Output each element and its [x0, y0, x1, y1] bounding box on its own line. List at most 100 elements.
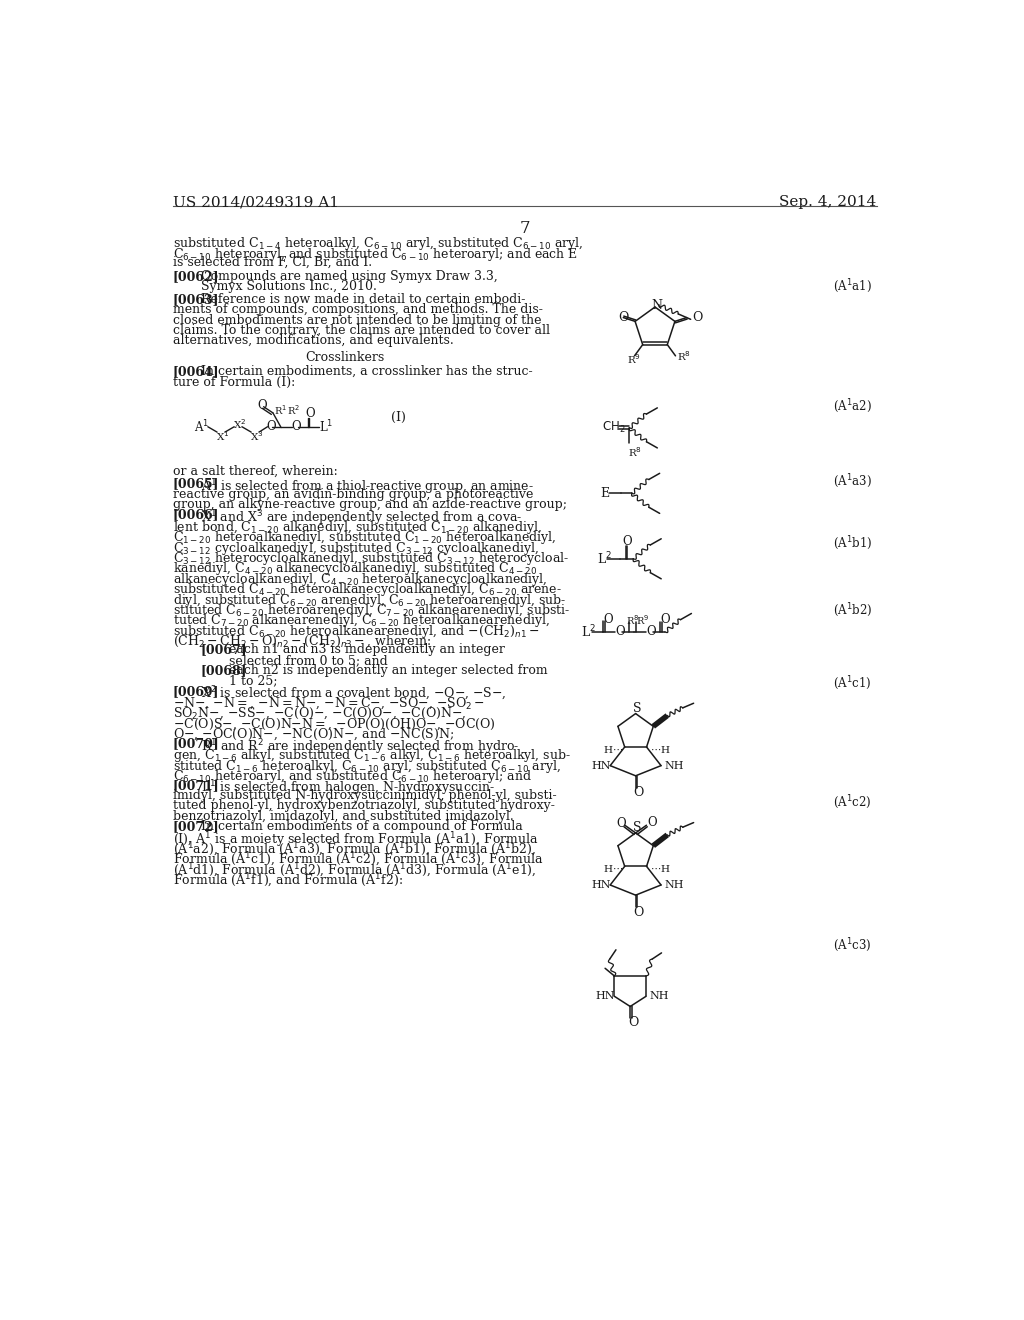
Text: [0071]: [0071] — [173, 779, 220, 792]
Text: substituted C$_{1-4}$ heteroalkyl, C$_{6-10}$ aryl, substituted C$_{6-10}$ aryl,: substituted C$_{1-4}$ heteroalkyl, C$_{6… — [173, 235, 584, 252]
Text: gen, C$_{1-6}$ alkyl, substituted C$_{1-6}$ alkyl, C$_{1-6}$ heteroalkyl, sub-: gen, C$_{1-6}$ alkyl, substituted C$_{1-… — [173, 747, 571, 764]
Text: (A$^1$c3): (A$^1$c3) — [834, 936, 871, 954]
Text: R$^8$: R$^8$ — [628, 446, 642, 459]
Text: $\cdots$H: $\cdots$H — [650, 863, 672, 874]
Text: C$_{6-10}$ heteroaryl, and substituted C$_{6-10}$ heteroaryl; and each E: C$_{6-10}$ heteroaryl, and substituted C… — [173, 246, 578, 263]
Text: is selected from F, Cl, Br, and I.: is selected from F, Cl, Br, and I. — [173, 256, 372, 269]
Text: L$^1$ is selected from halogen, N-hydroxysuccin-: L$^1$ is selected from halogen, N-hydrox… — [201, 779, 495, 799]
Text: kanediyl, C$_{4-20}$ alkanecycloalkanediyl, substituted C$_{4-20}$: kanediyl, C$_{4-20}$ alkanecycloalkanedi… — [173, 561, 538, 577]
Text: Crosslinkers: Crosslinkers — [305, 351, 385, 364]
Text: O: O — [615, 626, 625, 639]
Text: O: O — [257, 399, 267, 412]
Text: [0063]: [0063] — [173, 293, 219, 306]
Text: O: O — [646, 626, 656, 639]
Text: benzotriazolyl, imidazolyl, and substituted imidazolyl.: benzotriazolyl, imidazolyl, and substitu… — [173, 810, 514, 822]
Text: O: O — [692, 312, 702, 325]
Text: HN: HN — [592, 880, 611, 890]
Text: claims. To the contrary, the claims are intended to cover all: claims. To the contrary, the claims are … — [173, 323, 550, 337]
Text: O: O — [660, 612, 670, 626]
Text: In certain embodiments, a crosslinker has the struc-: In certain embodiments, a crosslinker ha… — [201, 366, 532, 378]
Text: US 2014/0249319 A1: US 2014/0249319 A1 — [173, 195, 339, 210]
Text: [0069]: [0069] — [173, 685, 219, 698]
Text: R$^1$: R$^1$ — [274, 403, 288, 417]
Text: or a salt thereof, wherein:: or a salt thereof, wherein: — [173, 465, 338, 478]
Text: alkanecycloalkanediyl, C$_{4-20}$ heteroalkanecycloalkanediyl,: alkanecycloalkanediyl, C$_{4-20}$ hetero… — [173, 570, 548, 587]
Text: R$^8$: R$^8$ — [627, 612, 640, 627]
Text: O: O — [633, 906, 644, 919]
Text: L$^1$: L$^1$ — [319, 418, 334, 436]
Text: [0070]: [0070] — [173, 737, 220, 750]
Text: each n1 and n3 is independently an integer: each n1 and n3 is independently an integ… — [228, 644, 505, 656]
Text: Formula (A$^1$f1), and Formula (A$^1$f2):: Formula (A$^1$f1), and Formula (A$^1$f2)… — [173, 873, 403, 890]
Text: Formula (A$^1$c1), Formula (A$^1$c2), Formula (A$^1$c3), Formula: Formula (A$^1$c1), Formula (A$^1$c2), Fo… — [173, 851, 544, 870]
Text: HN: HN — [592, 760, 611, 771]
Text: L$^2$: L$^2$ — [597, 550, 612, 568]
Text: X$^2$: X$^2$ — [232, 417, 246, 430]
Text: O: O — [616, 817, 626, 830]
Text: O: O — [603, 612, 612, 626]
Text: $-$N$-$, $-$N$=$, $-$N$=$N$-$, $-$N$=$C$-$, $-$SO$-$, $-$SO$_2-$: $-$N$-$, $-$N$=$, $-$N$=$N$-$, $-$N$=$C$… — [173, 696, 485, 711]
Text: H$\cdots$: H$\cdots$ — [603, 743, 624, 755]
Text: (A$^1$c1): (A$^1$c1) — [834, 675, 871, 692]
Text: O: O — [305, 407, 315, 420]
Text: (CH$_2-$CH$_2-$O)$_{n2}-$(CH$_2$)$_{n3}-$, wherein:: (CH$_2-$CH$_2-$O)$_{n2}-$(CH$_2$)$_{n3}-… — [173, 634, 431, 648]
Text: Compounds are named using Symyx Draw 3.3,: Compounds are named using Symyx Draw 3.3… — [201, 269, 498, 282]
Text: ture of Formula (I):: ture of Formula (I): — [173, 376, 295, 388]
Text: [0064]: [0064] — [173, 366, 219, 378]
Text: diyl, substituted C$_{6-20}$ arenediyl, C$_{6-20}$ heteroarenediyl, sub-: diyl, substituted C$_{6-20}$ arenediyl, … — [173, 591, 566, 609]
Text: 7: 7 — [519, 220, 530, 238]
Text: Reference is now made in detail to certain embodi-: Reference is now made in detail to certa… — [201, 293, 525, 306]
Text: stituted C$_{6-20}$ heteroarenediyl, C$_{7-20}$ alkanearenediyl, substi-: stituted C$_{6-20}$ heteroarenediyl, C$_… — [173, 602, 570, 619]
Text: (A$^1$d1), Formula (A$^1$d2), Formula (A$^1$d3), Formula (A$^1$e1),: (A$^1$d1), Formula (A$^1$d2), Formula (A… — [173, 862, 537, 880]
Text: (A$^1$b2): (A$^1$b2) — [834, 601, 872, 619]
Text: (A$^1$a3): (A$^1$a3) — [834, 473, 872, 490]
Text: SO$_2$N$-$, $-$SS$-$, $-$C(O)$-$, $-$C(O)O$-$, $-$C(O)N$-$,: SO$_2$N$-$, $-$SS$-$, $-$C(O)$-$, $-$C(O… — [173, 706, 466, 721]
Text: X$^1$ and X$^3$ are independently selected from a cova-: X$^1$ and X$^3$ are independently select… — [201, 508, 522, 528]
Text: [0062]: [0062] — [173, 269, 219, 282]
Text: X$^1$: X$^1$ — [216, 429, 229, 444]
Text: R$^9$: R$^9$ — [636, 612, 649, 627]
Text: R$^8$: R$^8$ — [677, 348, 691, 363]
Text: A$^1$: A$^1$ — [194, 418, 209, 436]
Text: O: O — [623, 536, 632, 548]
Text: O: O — [633, 787, 644, 799]
Text: NH: NH — [649, 991, 669, 1002]
Text: A$^1$ is selected from a thiol-reactive group, an amine-: A$^1$ is selected from a thiol-reactive … — [201, 478, 534, 496]
Text: each n2 is independently an integer selected from: each n2 is independently an integer sele… — [228, 664, 548, 677]
Text: [0067]: [0067] — [201, 644, 248, 656]
Text: stituted C$_{1-6}$ heteroalkyl, C$_{6-10}$ aryl, substituted C$_{6-10}$ aryl,: stituted C$_{1-6}$ heteroalkyl, C$_{6-10… — [173, 758, 561, 775]
Text: O: O — [618, 312, 629, 325]
Text: (A$^1$a1): (A$^1$a1) — [834, 277, 872, 296]
Text: Symyx Solutions Inc., 2010.: Symyx Solutions Inc., 2010. — [201, 280, 377, 293]
Text: [0065]: [0065] — [173, 478, 219, 490]
Text: (A$^1$c2): (A$^1$c2) — [834, 793, 871, 812]
Text: (A$^1$a2), Formula (A$^1$a3), Formula (A$^1$b1), Formula (A$^1$b2),: (A$^1$a2), Formula (A$^1$a3), Formula (A… — [173, 841, 536, 859]
Text: substituted C$_{6-20}$ heteroalkanearenediyl, and $-$(CH$_2$)$_{n1}-$: substituted C$_{6-20}$ heteroalkanearene… — [173, 623, 540, 640]
Text: selected from 0 to 5; and: selected from 0 to 5; and — [228, 653, 387, 667]
Text: S: S — [633, 702, 641, 714]
Text: R$^9$: R$^9$ — [627, 352, 641, 366]
Text: [0066]: [0066] — [173, 508, 219, 521]
Text: C$_{1-20}$ heteroalkanediyl, substituted C$_{1-20}$ heteroalkanediyl,: C$_{1-20}$ heteroalkanediyl, substituted… — [173, 529, 556, 546]
Text: N: N — [651, 298, 663, 312]
Text: HN: HN — [596, 991, 615, 1002]
Text: (I): (I) — [391, 411, 407, 424]
Text: X$^2$ is selected from a covalent bond, $-$O$-$, $-$S$-$,: X$^2$ is selected from a covalent bond, … — [201, 685, 507, 704]
Text: reactive group, an avidin-binding group, a photoreactive: reactive group, an avidin-binding group,… — [173, 487, 534, 500]
Text: NH: NH — [665, 880, 684, 890]
Text: [0068]: [0068] — [201, 664, 248, 677]
Text: $\cdots$H: $\cdots$H — [650, 743, 672, 755]
Text: NH: NH — [665, 760, 684, 771]
Text: O: O — [647, 816, 656, 829]
Text: alternatives, modifications, and equivalents.: alternatives, modifications, and equival… — [173, 334, 454, 347]
Text: C$_{3-12}$ heterocycloalkanediyl, substituted C$_{3-12}$ heterocycloal-: C$_{3-12}$ heterocycloalkanediyl, substi… — [173, 550, 569, 568]
Text: (A$^1$b1): (A$^1$b1) — [834, 535, 872, 552]
Text: (I), A$^1$ is a moiety selected from Formula (A$^1$a1), Formula: (I), A$^1$ is a moiety selected from For… — [173, 830, 539, 850]
Text: S: S — [633, 821, 641, 834]
Text: O: O — [292, 420, 301, 433]
Text: 1 to 25;: 1 to 25; — [228, 675, 278, 688]
Text: (A$^1$a2): (A$^1$a2) — [834, 397, 872, 414]
Text: O$-$, $-$OC(O)N$-$, $-$NC(O)N$-$, and $-$NC(S)N;: O$-$, $-$OC(O)N$-$, $-$NC(O)N$-$, and $-… — [173, 726, 455, 742]
Text: R$^2$: R$^2$ — [287, 403, 300, 417]
Text: ments of compounds, compositions, and methods. The dis-: ments of compounds, compositions, and me… — [173, 304, 543, 317]
